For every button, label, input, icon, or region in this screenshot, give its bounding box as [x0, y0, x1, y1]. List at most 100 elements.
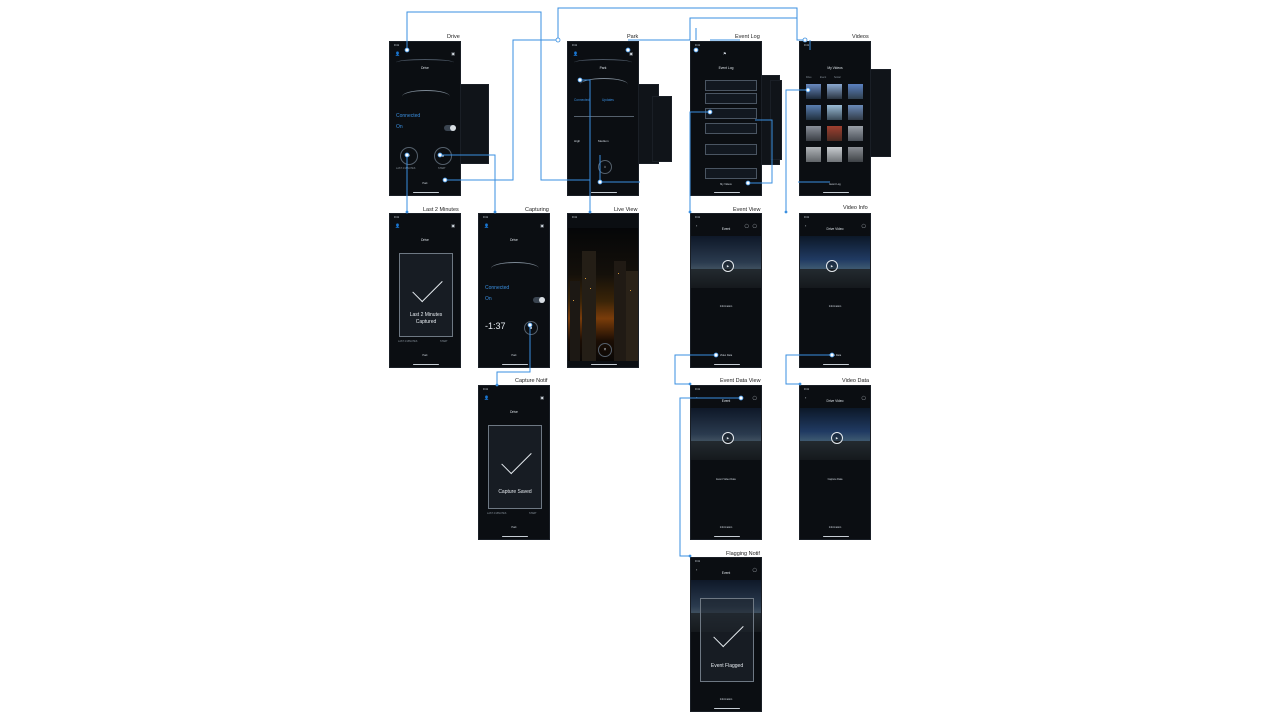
video-thumbnail[interactable] [848, 84, 863, 99]
last2-minutes-button[interactable]: ? [400, 147, 418, 165]
event-row[interactable] [705, 108, 757, 119]
video-thumbnail[interactable] [848, 147, 863, 162]
user-icon[interactable]: 👤 [573, 51, 578, 56]
capturing-park-tab[interactable]: Park [511, 354, 517, 357]
video-thumbnail[interactable] [827, 105, 842, 120]
play-icon[interactable]: ▶ [722, 260, 734, 272]
drive-park-tab[interactable]: Park [422, 182, 428, 185]
videos-filter-drive[interactable]: Drive [806, 76, 812, 79]
flag-icon[interactable]: ◯ [752, 567, 757, 572]
event-log-footer[interactable]: My Videos [720, 183, 732, 186]
video-thumbnail[interactable] [848, 105, 863, 120]
grid-icon[interactable]: ▣ [451, 51, 455, 56]
video-thumbnail[interactable] [806, 105, 821, 120]
flow-label-event-log: Event Log [735, 34, 760, 40]
video-thumbnail[interactable] [806, 126, 821, 141]
event-view-title: Event [721, 227, 731, 231]
park-home-button[interactable]: ⌂ [598, 160, 612, 174]
back-icon[interactable]: ‹ [696, 223, 698, 228]
capture-notif-park-tab[interactable]: Park [511, 526, 517, 529]
screen-event-view[interactable]: 9:41 ‹ ◯ ◯ Event ▶ Information Video Dat… [690, 213, 762, 368]
videos-filter-social[interactable]: Social [834, 76, 841, 79]
back-icon[interactable]: ‹ [805, 395, 807, 400]
flag-icon[interactable]: ◯ [752, 223, 757, 228]
last2-overlay-line2: Captured [415, 319, 437, 325]
play-icon[interactable]: ▶ [826, 260, 838, 272]
screen-video-data[interactable]: 9:41 ‹ ◯ Drive Video ▶ Capture Data Info… [799, 385, 871, 540]
screen-event-data-view[interactable]: 9:41 ‹ ◯ Event ▶ Event Video Data Inform… [690, 385, 762, 540]
grid-icon[interactable]: ▣ [629, 51, 633, 56]
user-icon[interactable]: 👤 [484, 395, 489, 400]
video-data-footer[interactable]: Information [828, 526, 842, 529]
screen-drive[interactable]: 9:41 👤 ▣ Drive Connected On ? ● LAST 2 M… [389, 41, 461, 196]
flagging-overlay: Event Flagged [700, 598, 754, 682]
video-thumbnail[interactable] [827, 126, 842, 141]
screen-capture-notif[interactable]: 9:41 👤 ▣ Drive Capture Saved LAST 2 MINU… [478, 385, 550, 540]
back-icon[interactable]: ‹ [696, 567, 698, 572]
event-row[interactable] [705, 93, 757, 104]
share-icon[interactable]: ◯ [861, 223, 866, 228]
play-icon[interactable]: ▶ [831, 432, 843, 444]
screen-video-info[interactable]: 9:41 ‹ ◯ Drive Video ▶ Information Video… [799, 213, 871, 368]
video-thumbnail[interactable] [848, 126, 863, 141]
videos-stack-screen [869, 69, 891, 157]
back-icon[interactable]: ‹ [805, 223, 807, 228]
event-row[interactable] [705, 123, 757, 134]
event-view-video-data-link[interactable]: Video Data [719, 354, 733, 357]
event-data-footer[interactable]: Information [719, 526, 733, 529]
park-value-1: High [574, 139, 581, 143]
live-camera-feed [568, 228, 638, 361]
share-icon[interactable]: ◯ [744, 223, 749, 228]
capture-notif-left-label: LAST 2 MINUTES [487, 512, 507, 515]
videos-footer[interactable]: Event Log [829, 183, 841, 186]
video-thumbnail[interactable] [827, 84, 842, 99]
stop-capture-button[interactable]: ■ [524, 321, 538, 335]
user-icon[interactable]: 👤 [484, 223, 489, 228]
capture-notif-overlay-label: Capture Saved [498, 489, 532, 495]
video-thumbnail[interactable] [806, 84, 821, 99]
screen-park[interactable]: 9:41 👤 ▣ Park Connected Updates High Med… [567, 41, 639, 196]
flag-icon[interactable]: ⚑ [723, 51, 727, 56]
capturing-monitoring-value: On [485, 296, 492, 302]
drive-monitoring-toggle[interactable] [444, 125, 456, 131]
play-icon[interactable]: ▶ [722, 432, 734, 444]
flow-label-drive: Drive [447, 34, 460, 40]
flagging-footer[interactable]: Information [719, 698, 733, 701]
videos-filter-event[interactable]: Event [820, 76, 827, 79]
share-icon[interactable]: ◯ [861, 395, 866, 400]
flow-label-capturing: Capturing [525, 207, 549, 213]
capturing-monitoring-toggle[interactable] [533, 297, 545, 303]
flow-label-video-info: Video Info [843, 205, 868, 211]
drive-monitoring-value: On [396, 124, 403, 130]
capture-notif-overlay: Capture Saved [488, 425, 542, 509]
flag-icon[interactable]: ◯ [752, 395, 757, 400]
screen-last2[interactable]: 9:41 👤 ▣ Drive Last 2 Minutes Captured L… [389, 213, 461, 368]
park-connection-value: Connected [574, 98, 590, 102]
screen-event-log[interactable]: 9:41 ⚑ Event Log My Videos [690, 41, 762, 196]
grid-icon[interactable]: ▣ [540, 223, 544, 228]
flow-label-live-view: Live View [614, 207, 638, 213]
event-row[interactable] [705, 144, 757, 155]
video-thumbnail[interactable] [827, 147, 842, 162]
event-row[interactable] [705, 80, 757, 91]
park-stack-screen-2 [652, 96, 672, 162]
video-info-video-data-link[interactable]: Video Data [828, 354, 842, 357]
screen-capturing[interactable]: 9:41 👤 ▣ Drive Connected On -1:37 ■ Park [478, 213, 550, 368]
last2-title: Drive [421, 238, 429, 242]
check-icon [412, 271, 443, 303]
last2-park-tab[interactable]: Park [422, 354, 428, 357]
event-row[interactable] [705, 168, 757, 179]
flow-label-park: Park [627, 34, 639, 40]
user-icon[interactable]: 👤 [395, 223, 400, 228]
screen-flagging-notif[interactable]: 9:41 ‹ ◯ Event Event Flagged Information [690, 557, 762, 712]
grid-icon[interactable]: ▣ [451, 223, 455, 228]
video-thumbnail[interactable] [806, 147, 821, 162]
screen-live-view[interactable]: 9:41 Live View × [567, 213, 639, 368]
last2-overlay: Last 2 Minutes Captured [399, 253, 453, 337]
grid-icon[interactable]: ▣ [540, 395, 544, 400]
screen-videos[interactable]: 9:41 My Videos Drive Event Social Event … [799, 41, 871, 196]
close-live-view-button[interactable]: × [598, 343, 612, 357]
start-button[interactable]: ● [434, 147, 452, 165]
user-icon[interactable]: 👤 [395, 51, 400, 56]
check-icon [713, 616, 744, 648]
